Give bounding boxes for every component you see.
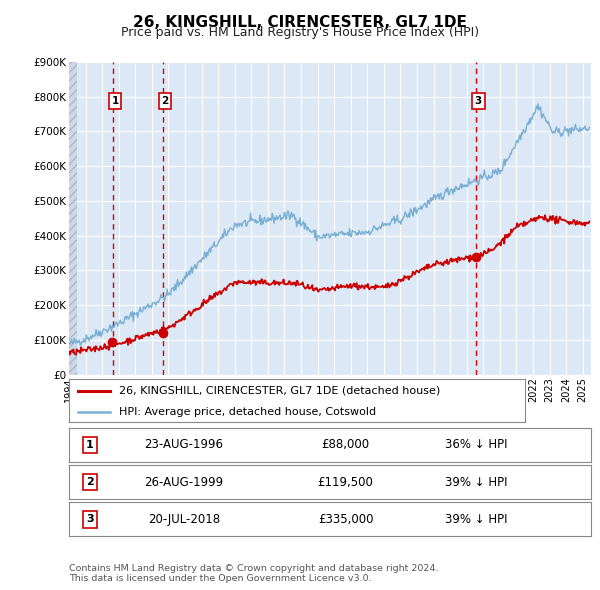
Text: 2: 2	[86, 477, 94, 487]
Text: 2: 2	[161, 96, 169, 106]
Text: £335,000: £335,000	[318, 513, 373, 526]
Text: 23-AUG-1996: 23-AUG-1996	[145, 438, 223, 451]
Text: 3: 3	[475, 96, 482, 106]
Text: 1: 1	[86, 440, 94, 450]
Bar	[69, 62, 77, 375]
Text: 39% ↓ HPI: 39% ↓ HPI	[445, 476, 508, 489]
Text: 26, KINGSHILL, CIRENCESTER, GL7 1DE: 26, KINGSHILL, CIRENCESTER, GL7 1DE	[133, 15, 467, 30]
Text: 1: 1	[112, 96, 119, 106]
Text: 26-AUG-1999: 26-AUG-1999	[144, 476, 223, 489]
Text: 20-JUL-2018: 20-JUL-2018	[148, 513, 220, 526]
Text: HPI: Average price, detached house, Cotswold: HPI: Average price, detached house, Cots…	[119, 407, 376, 417]
Text: £119,500: £119,500	[318, 476, 374, 489]
Text: 36% ↓ HPI: 36% ↓ HPI	[445, 438, 508, 451]
Text: 39% ↓ HPI: 39% ↓ HPI	[445, 513, 508, 526]
Text: £88,000: £88,000	[322, 438, 370, 451]
Text: 26, KINGSHILL, CIRENCESTER, GL7 1DE (detached house): 26, KINGSHILL, CIRENCESTER, GL7 1DE (det…	[119, 386, 440, 396]
Text: 3: 3	[86, 514, 94, 524]
Text: Price paid vs. HM Land Registry's House Price Index (HPI): Price paid vs. HM Land Registry's House …	[121, 26, 479, 39]
Text: Contains HM Land Registry data © Crown copyright and database right 2024.
This d: Contains HM Land Registry data © Crown c…	[69, 563, 439, 583]
